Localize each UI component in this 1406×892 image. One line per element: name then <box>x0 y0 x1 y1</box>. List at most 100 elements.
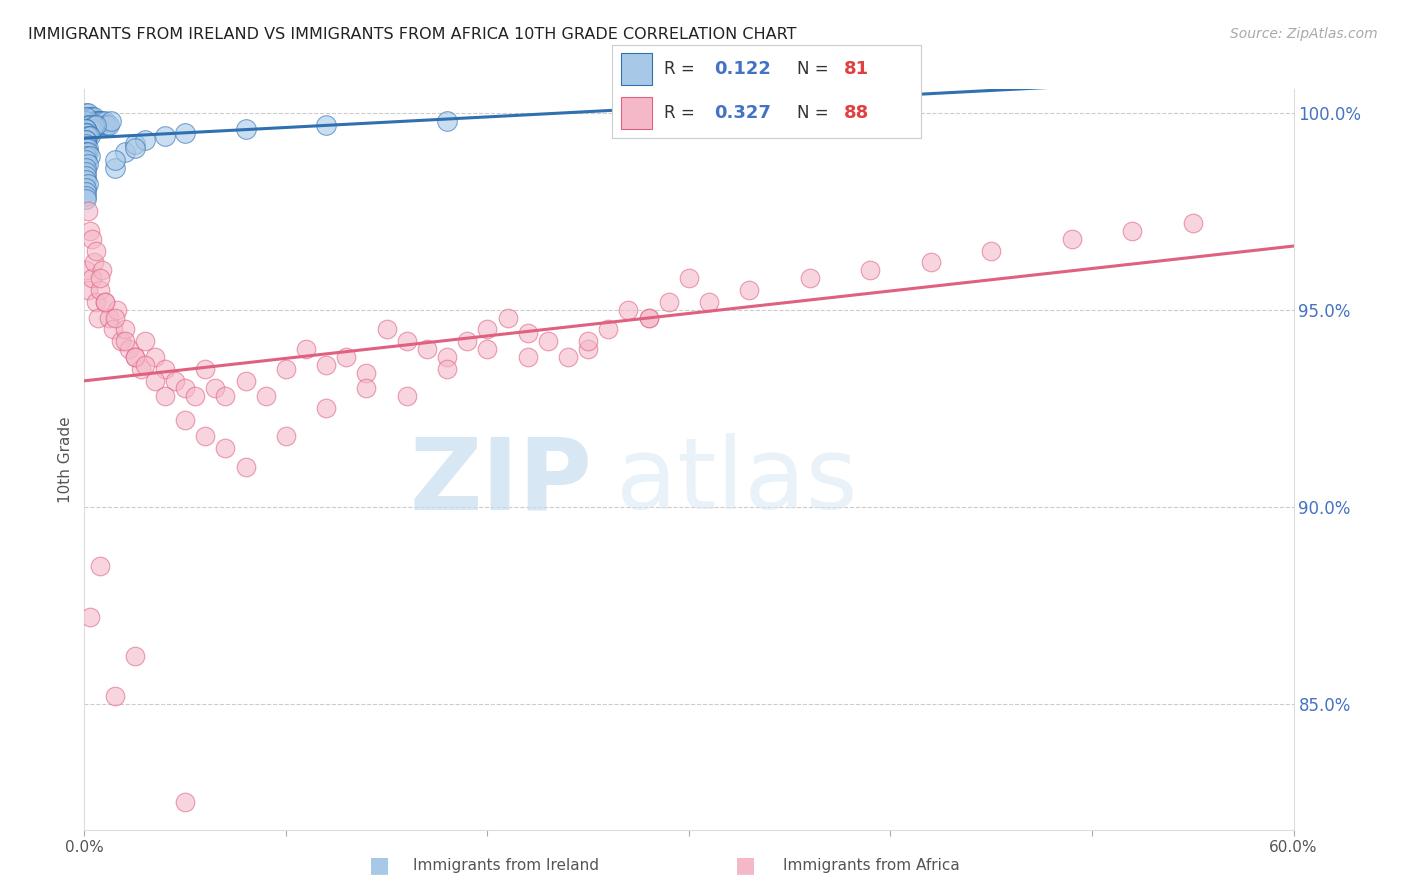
Point <box>214 441 236 455</box>
Point <box>356 366 378 380</box>
Point <box>77 110 100 124</box>
Text: Source: ZipAtlas.com: Source: ZipAtlas.com <box>1230 27 1378 41</box>
Point <box>598 322 620 336</box>
Point <box>315 118 337 132</box>
Point <box>174 126 197 140</box>
Point <box>516 350 538 364</box>
Point <box>77 145 100 160</box>
Point <box>86 294 108 309</box>
Point <box>75 126 97 140</box>
Point <box>97 118 120 132</box>
Point <box>134 334 156 349</box>
Point <box>165 374 187 388</box>
Point <box>194 361 217 376</box>
Point <box>77 113 100 128</box>
Point <box>235 374 257 388</box>
Point <box>356 382 378 396</box>
Point <box>75 113 97 128</box>
Point <box>87 113 110 128</box>
Point <box>82 118 104 132</box>
Point <box>75 145 97 160</box>
Point <box>75 145 97 160</box>
Point <box>86 118 108 132</box>
Text: 81: 81 <box>844 60 869 78</box>
Point <box>114 334 136 349</box>
Point <box>124 137 146 152</box>
Point <box>143 374 166 388</box>
Point <box>576 342 599 356</box>
Point <box>235 121 257 136</box>
Point <box>335 350 357 364</box>
Point <box>859 263 882 277</box>
Point <box>1060 232 1083 246</box>
Point <box>93 294 115 309</box>
Point <box>77 126 100 140</box>
Point <box>79 129 101 144</box>
Text: N =: N = <box>797 104 834 122</box>
Point <box>93 294 115 309</box>
Point <box>79 110 101 124</box>
Point <box>436 361 458 376</box>
Point <box>416 342 439 356</box>
Point <box>89 113 111 128</box>
Point <box>254 389 277 403</box>
Point <box>77 118 100 132</box>
Point <box>89 283 111 297</box>
Point <box>920 255 942 269</box>
Text: ■: ■ <box>735 855 755 875</box>
Point <box>105 302 128 317</box>
Point <box>91 113 114 128</box>
Point <box>75 110 97 124</box>
Point <box>456 334 478 349</box>
Point <box>75 193 97 207</box>
Point <box>75 161 97 175</box>
Point <box>174 795 197 809</box>
Point <box>436 350 458 364</box>
Point <box>395 389 418 403</box>
Point <box>395 334 418 349</box>
Point <box>89 118 111 132</box>
Point <box>134 358 156 372</box>
Point <box>86 113 108 128</box>
Point <box>134 133 156 147</box>
Text: 88: 88 <box>844 104 869 122</box>
Point <box>637 310 659 325</box>
Point <box>274 361 297 376</box>
Point <box>91 263 114 277</box>
Text: ZIP: ZIP <box>409 434 592 530</box>
Text: IMMIGRANTS FROM IRELAND VS IMMIGRANTS FROM AFRICA 10TH GRADE CORRELATION CHART: IMMIGRANTS FROM IRELAND VS IMMIGRANTS FR… <box>28 27 797 42</box>
Point <box>83 113 105 128</box>
Point <box>75 118 97 132</box>
Point <box>75 173 97 187</box>
Text: 0.327: 0.327 <box>714 104 770 122</box>
Point <box>75 185 97 199</box>
Point <box>87 310 110 325</box>
Point <box>75 113 97 128</box>
Point <box>79 113 101 128</box>
Point <box>124 350 146 364</box>
Point <box>537 334 560 349</box>
Point <box>436 113 458 128</box>
Point <box>129 361 152 376</box>
Point <box>79 610 101 624</box>
Point <box>75 188 97 202</box>
Point <box>77 118 100 132</box>
Point <box>82 113 104 128</box>
Point <box>83 118 105 132</box>
Point <box>75 149 97 163</box>
Point <box>82 121 104 136</box>
Point <box>93 118 115 132</box>
Point <box>86 118 108 132</box>
Point <box>477 342 499 356</box>
Point <box>104 153 127 167</box>
Text: R =: R = <box>664 60 700 78</box>
Point <box>75 121 97 136</box>
Point <box>79 118 101 132</box>
Point <box>295 342 318 356</box>
Point <box>557 350 579 364</box>
Point <box>375 322 398 336</box>
Point <box>75 105 97 120</box>
Point <box>315 358 337 372</box>
Point <box>174 382 197 396</box>
Point <box>143 350 166 364</box>
